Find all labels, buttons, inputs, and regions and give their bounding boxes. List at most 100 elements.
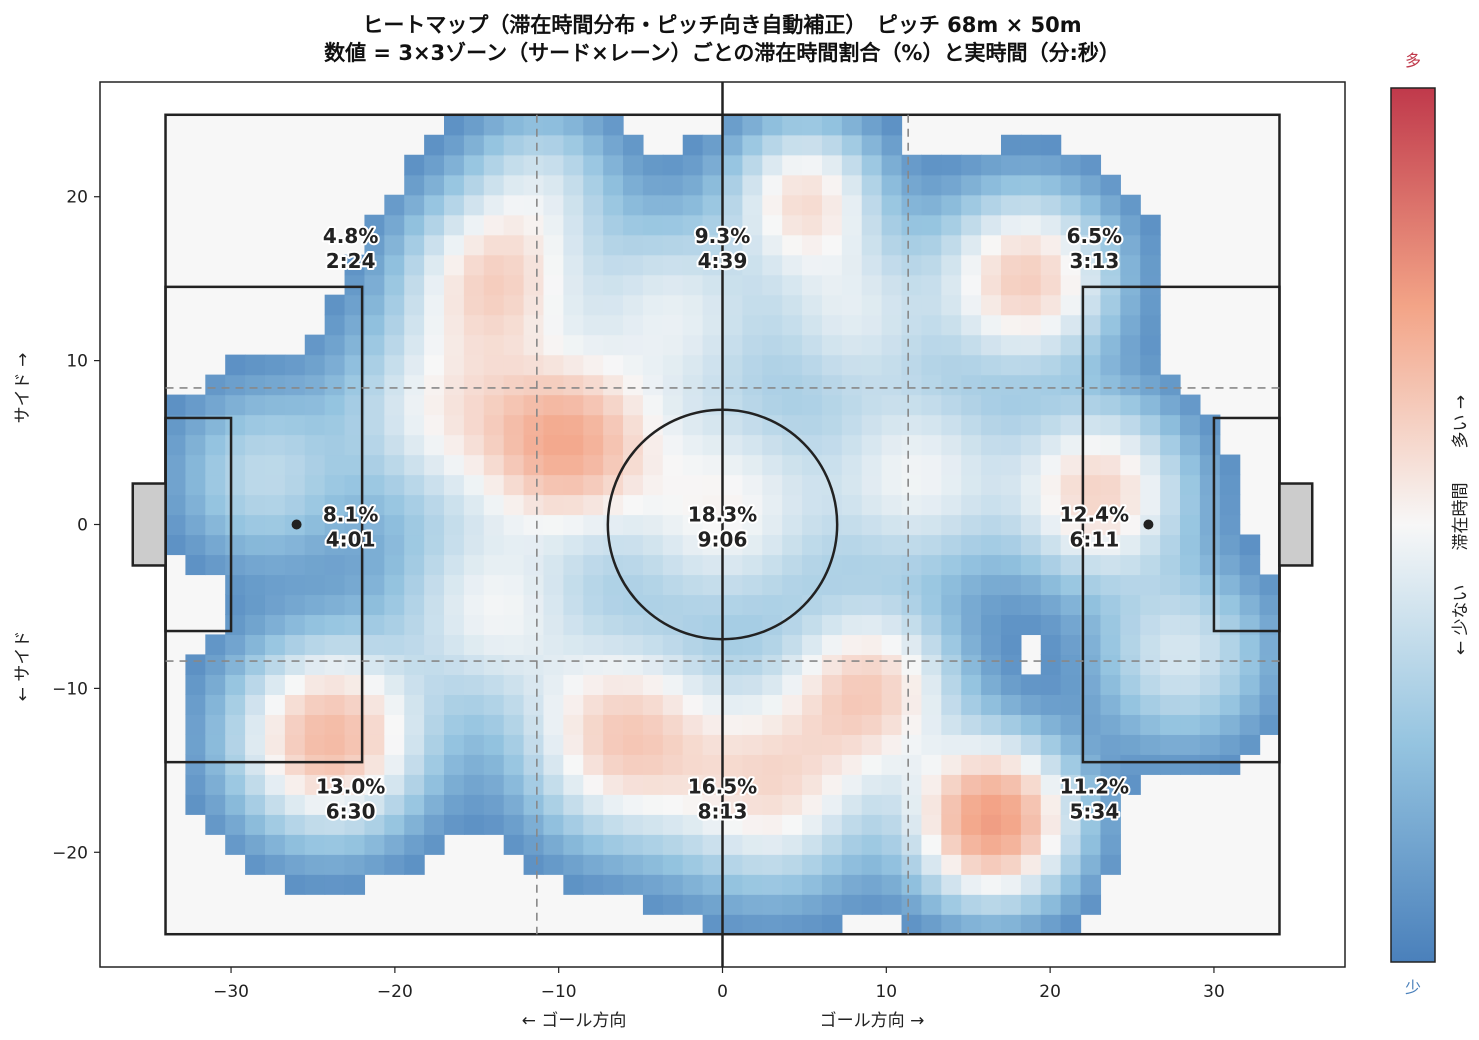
heat-cell <box>802 154 823 176</box>
heat-cell <box>503 194 525 216</box>
heat-cell <box>324 294 346 316</box>
heat-cell <box>384 234 405 256</box>
heat-cell <box>821 494 843 516</box>
heat-cell <box>1060 334 1082 356</box>
heat-cell <box>742 634 763 656</box>
heat-cell <box>483 294 505 316</box>
heat-cell <box>642 674 664 695</box>
heat-cell <box>1040 434 1062 456</box>
heat-cell <box>1020 774 1042 795</box>
heat-cell <box>245 394 266 416</box>
heat-cell <box>324 314 346 336</box>
zone-time-6: 6:11 <box>1069 528 1119 552</box>
heat-cell <box>324 514 346 536</box>
heat-cell <box>981 194 1002 216</box>
heat-cell <box>702 494 724 516</box>
heat-cell <box>1160 654 1181 675</box>
heat-cell <box>424 374 445 396</box>
heat-cell <box>304 814 326 835</box>
heat-cell <box>463 574 485 596</box>
heat-cell <box>1160 754 1181 775</box>
heat-cell <box>344 314 366 336</box>
heat-cell <box>523 294 545 316</box>
heat-cell <box>324 774 346 795</box>
heat-cell <box>841 674 863 695</box>
heat-cell <box>503 274 525 296</box>
heat-cell <box>384 394 405 416</box>
heat-cell <box>225 374 246 396</box>
heat-cell <box>881 534 903 556</box>
heat-cell <box>384 734 405 755</box>
heat-cell <box>304 694 326 715</box>
heat-cell <box>1040 274 1062 296</box>
heat-cell <box>304 714 326 735</box>
heat-cell <box>404 454 425 476</box>
heat-cell <box>1259 634 1281 656</box>
heat-cell <box>802 554 823 576</box>
heat-cell <box>642 634 664 656</box>
heat-cell <box>543 854 564 875</box>
heat-cell <box>981 914 1002 935</box>
heat-cell <box>1060 154 1082 176</box>
heat-cell <box>1100 354 1121 376</box>
heat-cell <box>921 574 942 596</box>
heat-cell <box>623 294 644 316</box>
heat-cell <box>682 194 704 216</box>
heat-cell <box>1180 674 1201 695</box>
heat-cell <box>722 574 743 596</box>
heat-cell <box>483 634 505 656</box>
heat-cell <box>344 294 366 316</box>
heat-cell <box>782 894 803 915</box>
heat-cell <box>583 134 604 156</box>
heat-cell <box>603 634 624 656</box>
heat-cell <box>404 674 425 695</box>
heat-cell <box>503 234 525 256</box>
heat-cell <box>364 514 385 536</box>
heat-cell <box>642 374 664 396</box>
heat-cell <box>444 534 465 556</box>
heat-cell <box>1060 514 1082 536</box>
heat-cell <box>662 194 684 216</box>
heat-cell <box>503 814 525 835</box>
heat-cell <box>762 774 783 795</box>
heat-cell <box>583 774 604 795</box>
heat-cell <box>603 654 624 675</box>
heat-cell <box>662 674 684 695</box>
heat-cell <box>981 614 1002 636</box>
heat-cell <box>364 754 385 775</box>
heat-cell <box>702 574 724 596</box>
heat-cell <box>563 254 584 276</box>
heat-cell <box>344 654 366 675</box>
heat-cell <box>1140 394 1161 416</box>
heat-cell <box>682 854 704 875</box>
heat-cell <box>762 294 783 316</box>
heat-cell <box>463 734 485 755</box>
heat-cell <box>782 774 803 795</box>
heat-cell <box>324 874 346 895</box>
heat-cell <box>543 254 564 276</box>
heat-cell <box>1020 734 1042 755</box>
heat-cell <box>1120 574 1141 596</box>
heat-cell <box>762 734 783 755</box>
heat-cell <box>1239 694 1261 715</box>
heat-cell <box>404 774 425 795</box>
heat-cell <box>245 534 266 556</box>
heat-cell <box>1239 574 1261 596</box>
heat-cell <box>662 874 684 895</box>
heat-cell <box>662 214 684 236</box>
heat-cell <box>563 814 584 835</box>
heat-cell <box>364 794 385 815</box>
heat-cell <box>563 694 584 715</box>
heat-cell <box>1140 254 1161 276</box>
heat-cell <box>901 474 923 496</box>
heat-cell <box>1000 634 1022 656</box>
heat-cell <box>623 514 644 536</box>
heat-cell <box>662 154 684 176</box>
heat-cell <box>364 674 385 695</box>
heat-cell <box>941 834 962 855</box>
heat-cell <box>364 734 385 755</box>
heat-cell <box>463 814 485 835</box>
heat-cell <box>623 354 644 376</box>
heat-cell <box>424 594 445 616</box>
heat-cell <box>642 254 664 276</box>
